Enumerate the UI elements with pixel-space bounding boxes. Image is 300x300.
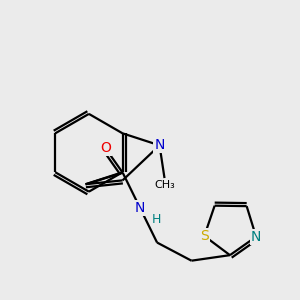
- Text: CH₃: CH₃: [154, 180, 175, 190]
- Text: O: O: [100, 141, 111, 155]
- Text: H: H: [152, 213, 161, 226]
- Text: N: N: [135, 201, 145, 214]
- Text: N: N: [251, 230, 261, 244]
- Text: S: S: [200, 229, 209, 243]
- Text: N: N: [154, 138, 165, 152]
